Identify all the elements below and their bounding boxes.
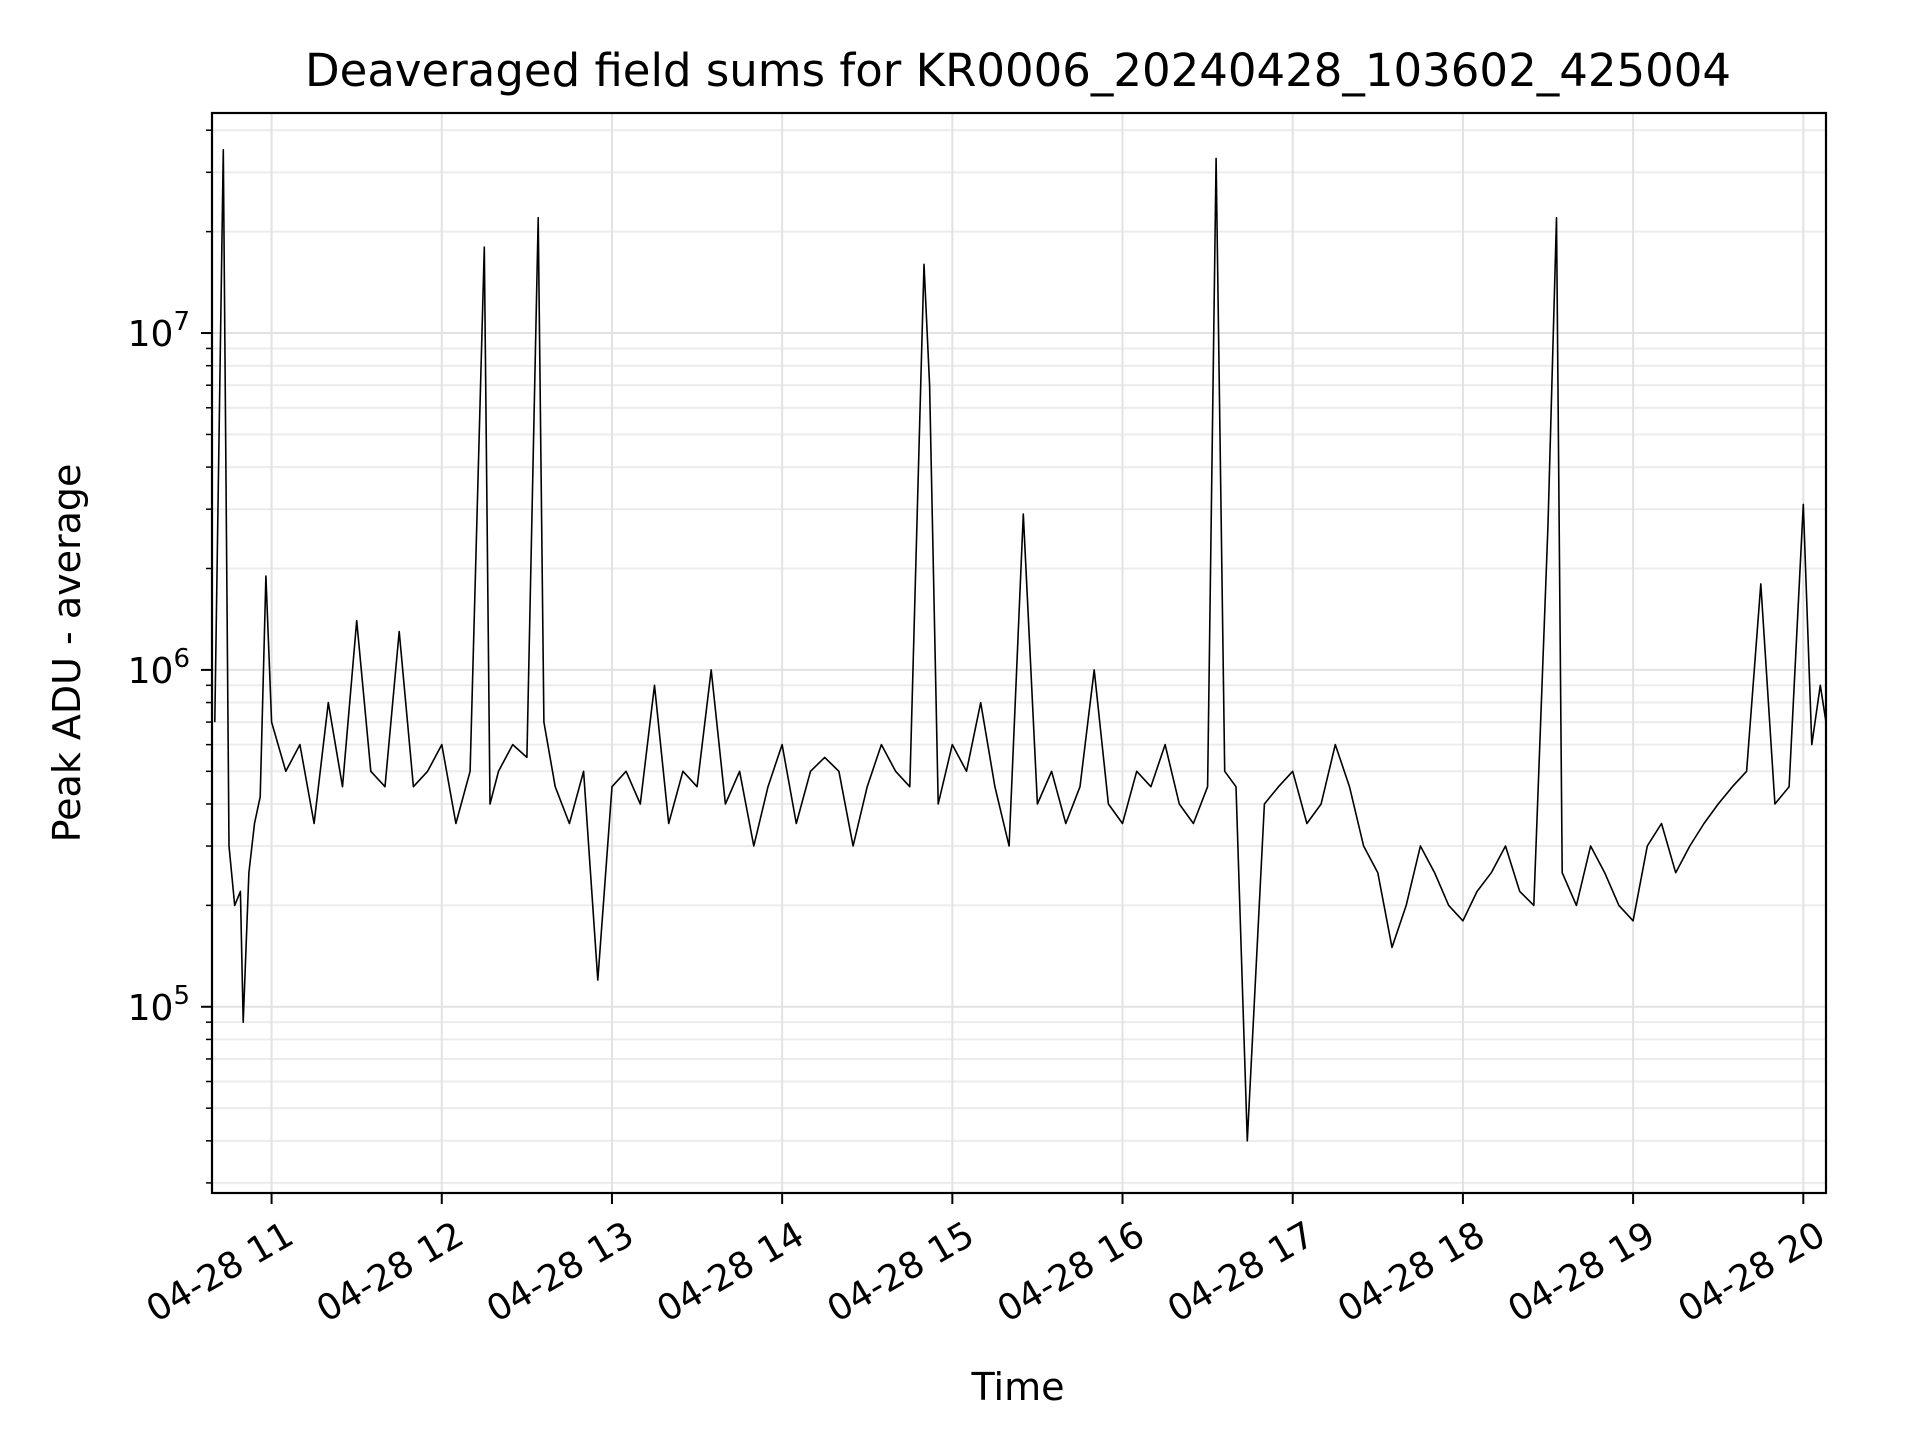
y-tick-label-base: 10: [128, 651, 174, 692]
minor-gridlines: [212, 129, 1826, 1184]
series-line: [214, 149, 1827, 1142]
y-tick-label-exponent: 7: [173, 307, 190, 337]
plot-frame: [210, 111, 1828, 1195]
y-tick-label-exponent: 6: [173, 644, 190, 674]
y-tick-label-base: 10: [128, 988, 174, 1029]
y-tick-label: 107: [128, 307, 190, 355]
y-tick-label: 105: [128, 981, 190, 1029]
y-tick-label-exponent: 5: [173, 981, 190, 1011]
y-tick-label: 106: [128, 644, 190, 692]
chart-title: Deaveraged field sums for KR0006_2024042…: [305, 44, 1731, 97]
y-axis-label: Peak ADU - average: [45, 464, 89, 843]
major-gridlines: [212, 113, 1826, 1193]
x-axis-label: Time: [971, 1365, 1065, 1409]
y-tick-label-base: 10: [128, 314, 174, 355]
